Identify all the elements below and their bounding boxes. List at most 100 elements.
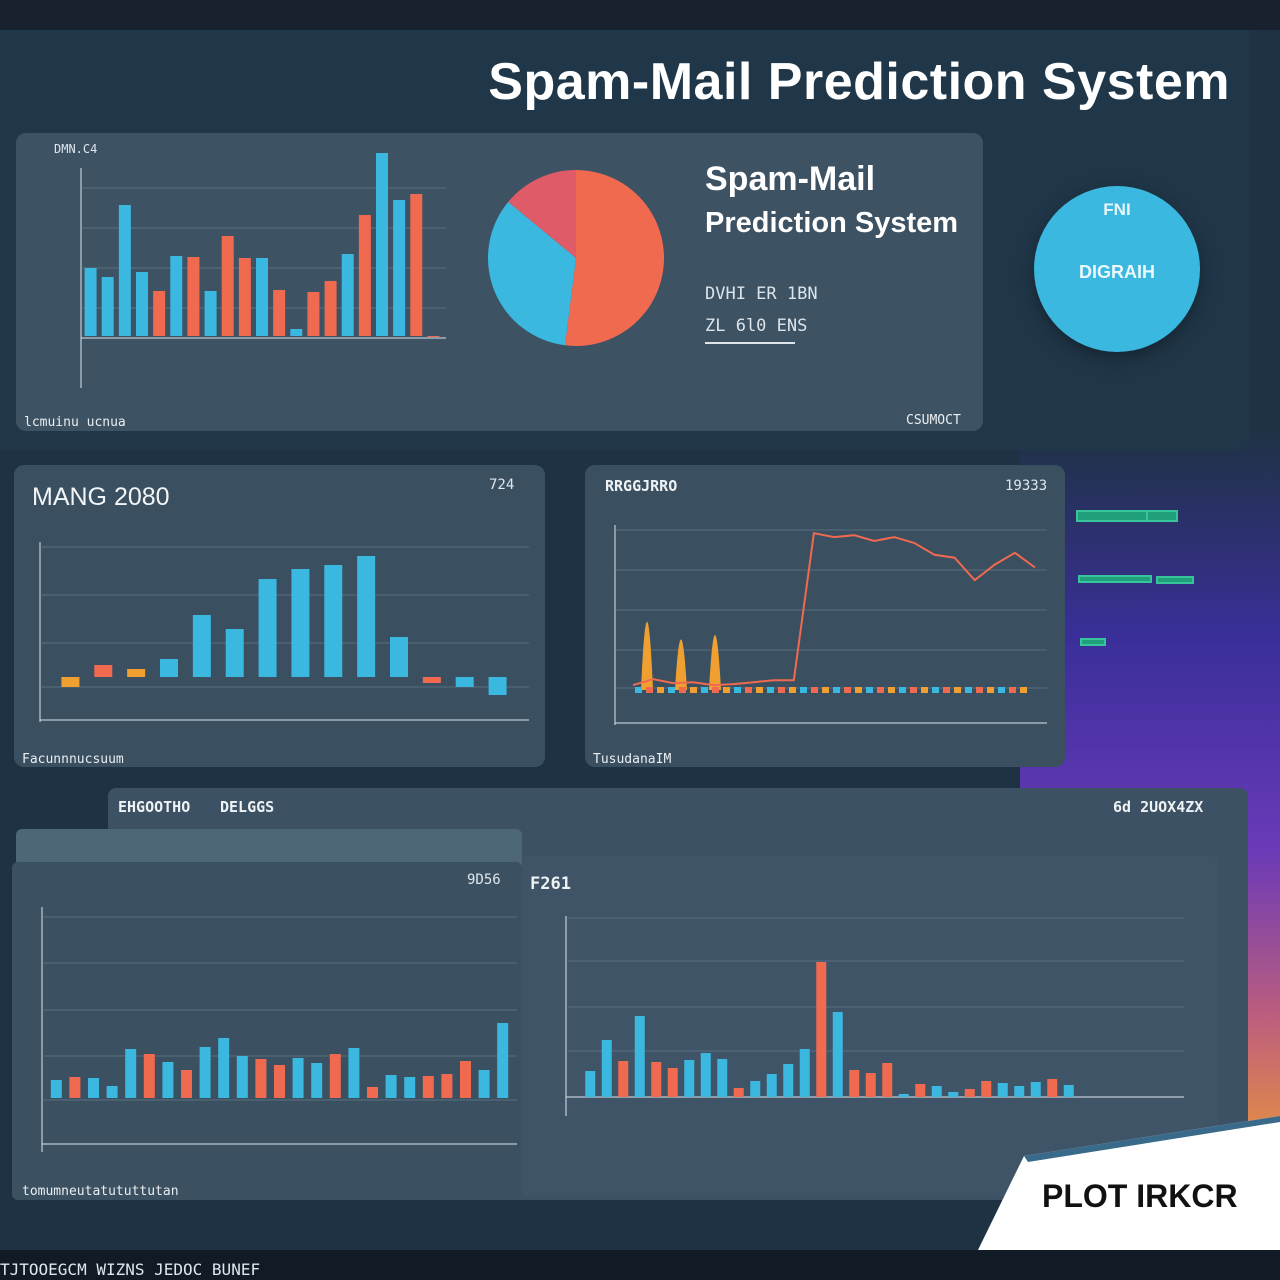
bar-20: [427, 336, 440, 337]
bar-17: [376, 153, 388, 336]
bar-2: [127, 669, 146, 677]
noise-dot-9: [734, 687, 741, 693]
bar-18: [393, 200, 406, 336]
bar-4: [192, 615, 211, 677]
plot-badge-shape: [978, 1116, 1280, 1250]
bar-0: [84, 268, 97, 336]
bar-9: [357, 556, 376, 677]
noise-dot-3: [668, 687, 675, 693]
bottom-tab-mid[interactable]: DELGGS: [220, 798, 275, 816]
page-title: Spam-Mail Prediction System: [488, 53, 1230, 111]
panel-c[interactable]: 9D56 tomumneutatututtutan: [12, 862, 522, 1200]
legend-swatch-5: [1080, 638, 1106, 646]
overview-footer-right: CSUMOCT: [906, 413, 961, 428]
pie-slice-2: [508, 170, 576, 258]
bar-11: [255, 1059, 267, 1098]
bar-26: [1014, 1086, 1025, 1097]
pie-slice-1: [488, 201, 576, 346]
bottom-caption: TJTOOEGCM WIZNS JEDOC BUNEF: [0, 1260, 261, 1279]
panel-a-title: MANG 2080: [32, 483, 170, 511]
pie-slice-0: [564, 170, 664, 346]
bar-3: [634, 1016, 645, 1097]
bar-2: [618, 1061, 629, 1097]
overview-footer-left: lcmuinu ucnua: [24, 415, 126, 430]
bar-9: [218, 1038, 230, 1098]
bar-7: [204, 291, 217, 336]
bar-10: [236, 1056, 248, 1098]
bar-13: [307, 292, 320, 336]
circle-top-label: FNI: [1103, 200, 1131, 219]
bar-6: [187, 257, 200, 336]
panel-b-footer: TusudanaIM: [593, 752, 672, 767]
legend-swatch-2: [1146, 510, 1178, 522]
spike-2: [709, 635, 721, 690]
bar-3: [160, 659, 178, 677]
noise-dot-19: [844, 687, 851, 693]
panel-b-line-chart: [614, 525, 1047, 725]
bar-5: [143, 1054, 155, 1098]
panel-b[interactable]: RRGGJRRO 19333 TusudanaIM: [585, 465, 1065, 767]
bar-23: [964, 1089, 975, 1097]
spike-0: [641, 621, 653, 690]
overview-panel[interactable]: DMN.C4 lcmuinu ucnua CSUMOCT: [16, 133, 983, 431]
legend-swatch-3: [1078, 575, 1152, 583]
noise-dot-2: [657, 687, 664, 693]
noise-dot-4: [679, 687, 686, 693]
bar-9: [733, 1088, 744, 1097]
noise-dot-23: [888, 687, 895, 693]
bar-24: [981, 1081, 992, 1097]
bar-14: [324, 281, 337, 336]
noise-dot-0: [635, 687, 642, 693]
legend-swatch-4: [1156, 576, 1194, 584]
bar-20: [915, 1084, 926, 1097]
bottom-tab-left[interactable]: EHGOOTHO: [118, 798, 191, 816]
bar-21: [931, 1086, 942, 1097]
noise-dot-34: [1009, 687, 1016, 693]
noise-dot-6: [701, 687, 708, 693]
bar-11: [422, 677, 441, 683]
noise-dot-28: [943, 687, 950, 693]
bar-22: [460, 1061, 471, 1098]
bar-16: [358, 215, 371, 336]
diagram-circle-button[interactable]: FNI DIGRAIH: [1034, 186, 1200, 352]
bar-29: [1063, 1085, 1074, 1097]
overview-bar-chart: [80, 153, 446, 388]
bar-3: [136, 272, 148, 336]
bar-13: [292, 1058, 304, 1098]
panel-a[interactable]: MANG 2080 724 Facunnnucsuum: [14, 465, 545, 767]
bar-14: [311, 1063, 323, 1098]
top-band: [0, 0, 1280, 30]
noise-dot-24: [899, 687, 906, 693]
bar-4: [153, 291, 166, 336]
bar-10: [750, 1081, 761, 1097]
side-subtitle: Prediction System: [705, 207, 959, 239]
plot-badge-label[interactable]: PLOT IRKCR: [1042, 1178, 1238, 1214]
bar-0: [61, 677, 80, 687]
bar-23: [478, 1070, 490, 1098]
noise-dot-8: [723, 687, 730, 693]
circle-label: DIGRAIH: [1079, 262, 1155, 282]
bar-8: [221, 236, 234, 336]
bar-17: [865, 1073, 876, 1097]
bar-4: [125, 1049, 137, 1098]
panel-b-title: RRGGJRRO: [605, 477, 678, 495]
bar-10: [256, 258, 268, 336]
noise-dot-27: [932, 687, 939, 693]
bar-17: [367, 1087, 378, 1098]
bar-13: [799, 1049, 810, 1097]
noise-dot-22: [877, 687, 884, 693]
bar-21: [441, 1074, 453, 1098]
bar-24: [497, 1023, 509, 1098]
bar-6: [684, 1060, 695, 1097]
panel-d-title: F261: [530, 874, 571, 894]
bar-15: [341, 254, 354, 336]
noise-dot-10: [745, 687, 752, 693]
bar-8: [324, 565, 343, 677]
bar-19: [898, 1094, 909, 1097]
bar-0: [50, 1080, 62, 1098]
bar-4: [651, 1062, 662, 1097]
panel-d[interactable]: F261: [522, 856, 1218, 1196]
bar-3: [106, 1086, 118, 1098]
panel-a-corner: 724: [489, 477, 515, 493]
noise-dot-30: [965, 687, 972, 693]
